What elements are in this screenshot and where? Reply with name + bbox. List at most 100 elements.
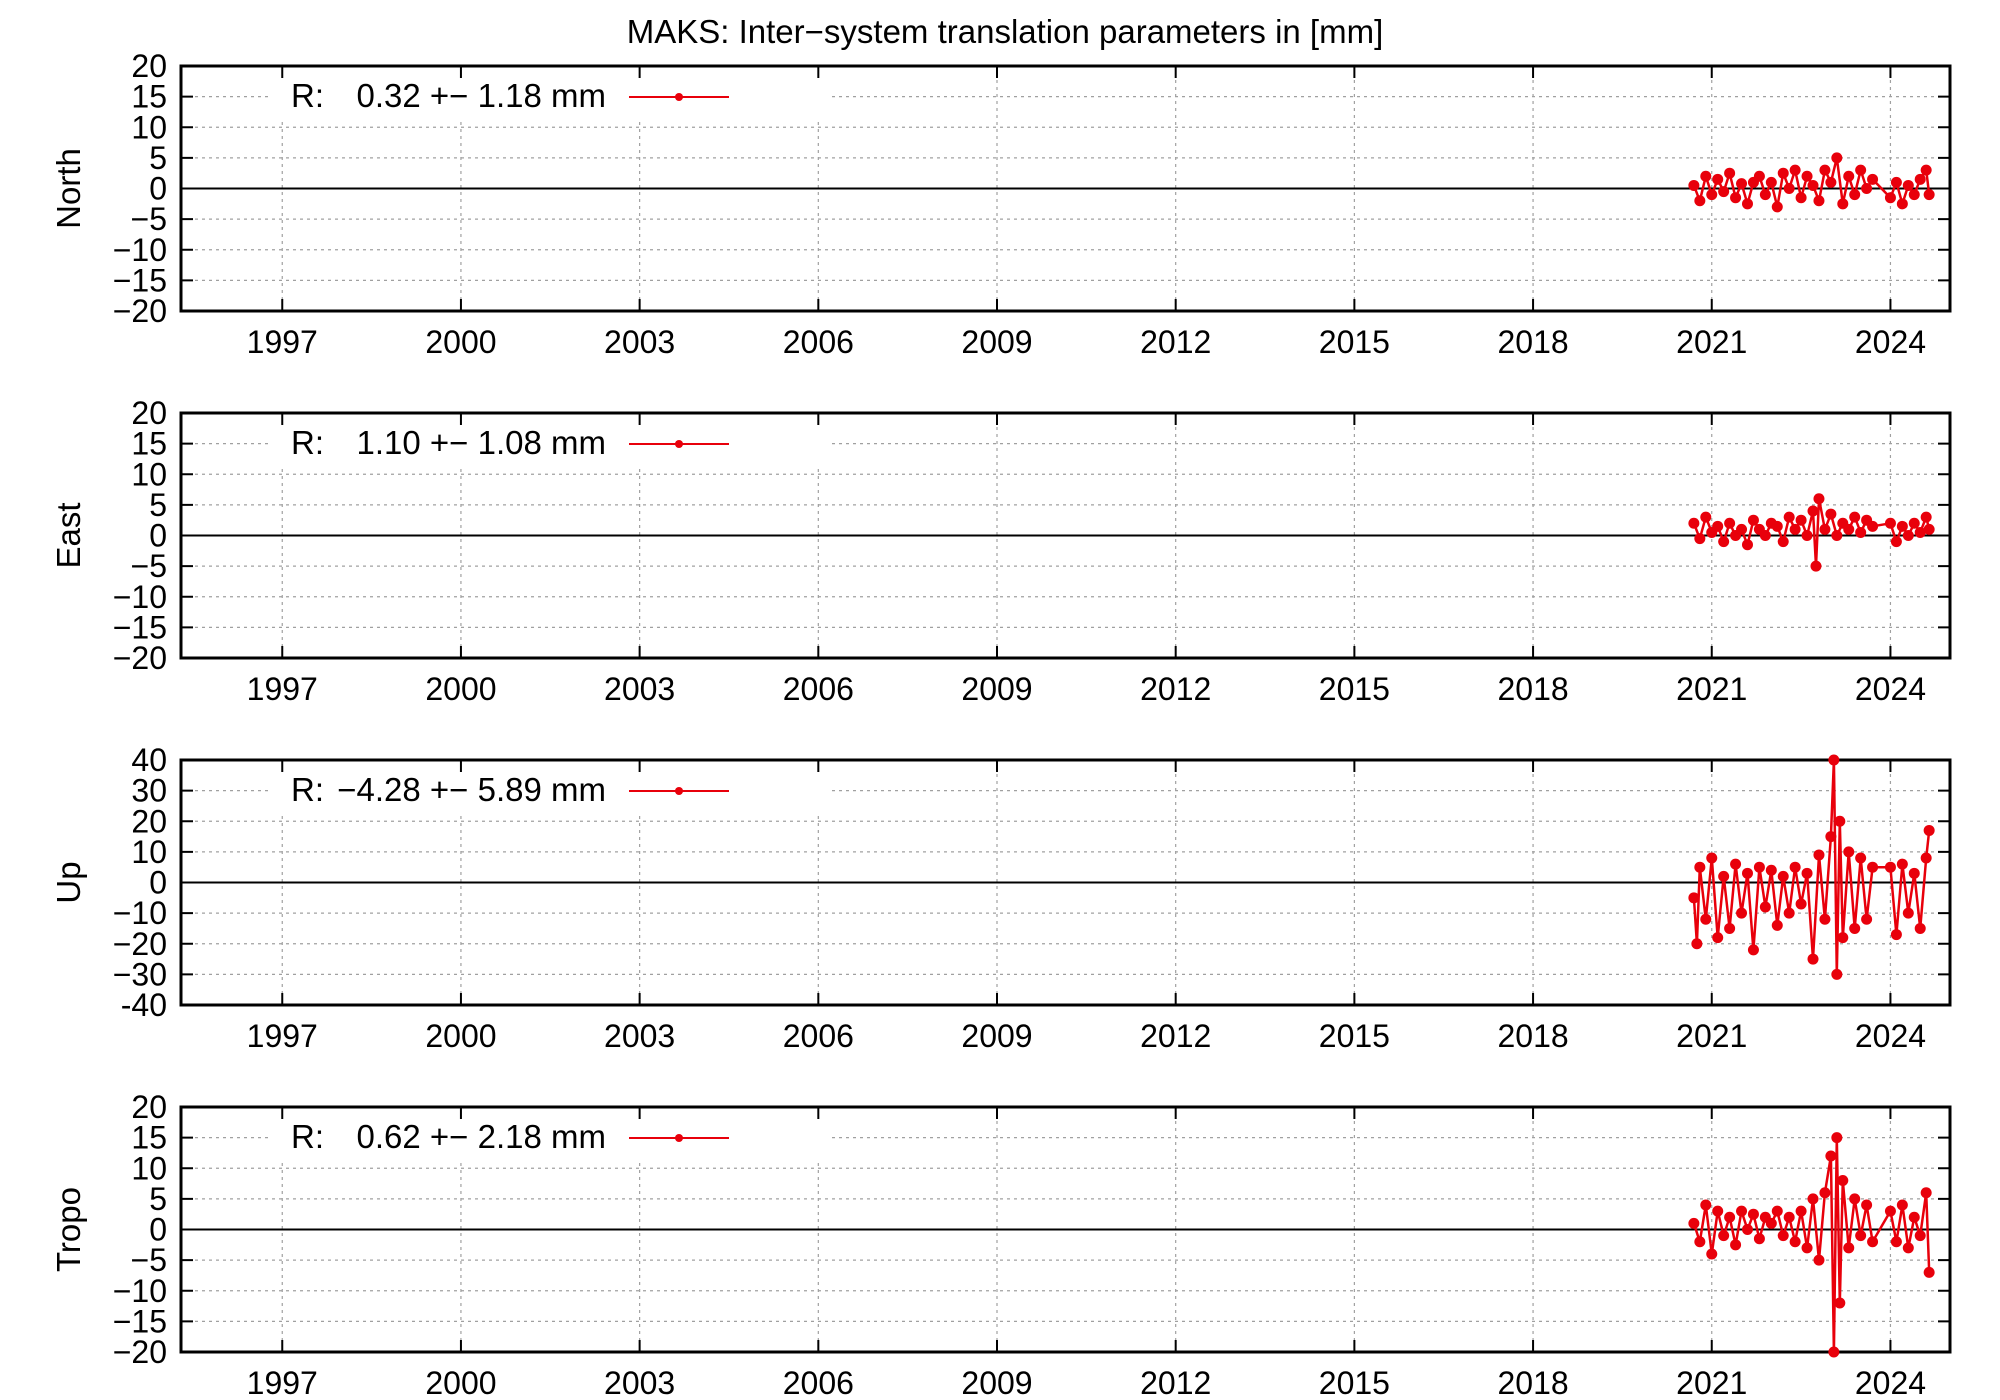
data-point bbox=[1819, 1187, 1831, 1199]
data-point bbox=[1795, 1205, 1807, 1217]
legend-stats: 0.32 +− 1.18 mm bbox=[357, 77, 606, 114]
x-tick-label: 2003 bbox=[604, 1365, 675, 1400]
chart-title: MAKS: Inter−system translation parameter… bbox=[627, 13, 1384, 50]
data-point bbox=[1831, 152, 1843, 164]
data-point bbox=[1837, 1175, 1849, 1186]
data-point bbox=[1813, 195, 1825, 207]
y-tick-label: 10 bbox=[131, 834, 167, 870]
data-point bbox=[1771, 201, 1783, 213]
x-tick-label: 2003 bbox=[604, 671, 675, 707]
data-point bbox=[1908, 1211, 1920, 1223]
data-point bbox=[1783, 1211, 1795, 1223]
data-point bbox=[1914, 173, 1926, 185]
data-point bbox=[1771, 1205, 1783, 1217]
x-tick-label: 2006 bbox=[783, 1018, 854, 1054]
series-line bbox=[1692, 758, 1931, 976]
data-point bbox=[1789, 523, 1801, 535]
y-tick-label: 5 bbox=[149, 140, 167, 176]
data-point bbox=[1801, 867, 1813, 879]
y-tick-label: −15 bbox=[113, 262, 167, 298]
data-point bbox=[1908, 189, 1920, 201]
data-point bbox=[1825, 1150, 1837, 1162]
data-point bbox=[1789, 164, 1801, 176]
data-point bbox=[1777, 1230, 1789, 1242]
data-point bbox=[1712, 932, 1724, 944]
x-tick-label: 2024 bbox=[1855, 324, 1926, 360]
y-tick-label: 15 bbox=[131, 1120, 167, 1156]
data-point bbox=[1828, 754, 1840, 766]
data-point bbox=[1753, 170, 1765, 182]
data-point bbox=[1884, 1205, 1896, 1217]
data-point bbox=[1706, 189, 1718, 201]
legend-marker-sample bbox=[675, 1134, 683, 1142]
data-point bbox=[1902, 907, 1914, 919]
data-point bbox=[1694, 861, 1706, 873]
y-tick-label: −15 bbox=[113, 609, 167, 645]
legend-prefix: R: bbox=[291, 77, 324, 114]
y-axis-label: Tropo bbox=[50, 1187, 87, 1272]
data-point bbox=[1694, 195, 1706, 207]
y-tick-label: 40 bbox=[131, 742, 167, 778]
x-tick-label: 2015 bbox=[1319, 1365, 1390, 1400]
data-point bbox=[1843, 523, 1855, 535]
data-point bbox=[1736, 907, 1748, 919]
data-point bbox=[1834, 1297, 1846, 1309]
y-axis-label: North bbox=[50, 148, 87, 229]
x-tick-label: 2000 bbox=[425, 1018, 496, 1054]
plot-panels: 1997 2000 2003 2006 2009 2012 2015 2018 2021 2024… bbox=[50, 48, 1952, 1400]
data-point bbox=[1890, 1236, 1902, 1248]
x-tick-label: 1997 bbox=[247, 671, 318, 707]
data-point bbox=[1867, 1236, 1879, 1248]
data-point bbox=[1896, 520, 1908, 532]
data-point bbox=[1831, 968, 1843, 980]
x-tick-label: 2021 bbox=[1676, 1365, 1747, 1400]
x-tick-label: 2021 bbox=[1676, 324, 1747, 360]
data-point bbox=[1736, 523, 1748, 535]
x-tick-label: 2000 bbox=[425, 671, 496, 707]
panel-north: 1997 2000 2003 2006 2009 2012 2015 2018 2021 2024… bbox=[50, 48, 1952, 360]
x-tick-label: 1997 bbox=[247, 324, 318, 360]
x-tick-label: 2009 bbox=[961, 324, 1032, 360]
data-point bbox=[1718, 1230, 1730, 1242]
data-point bbox=[1747, 514, 1759, 526]
data-point bbox=[1783, 511, 1795, 523]
data-point bbox=[1884, 192, 1896, 204]
data-point bbox=[1789, 861, 1801, 873]
legend-marker-sample bbox=[675, 440, 683, 448]
data-point bbox=[1902, 1242, 1914, 1254]
data-point bbox=[1923, 824, 1935, 836]
data-point bbox=[1861, 1199, 1873, 1211]
legend-background bbox=[271, 419, 831, 465]
data-point bbox=[1753, 1233, 1765, 1245]
data-point bbox=[1801, 530, 1813, 541]
y-tick-label: 30 bbox=[131, 773, 167, 809]
data-point bbox=[1765, 176, 1777, 188]
y-tick-label: -40 bbox=[121, 987, 167, 1023]
data-point bbox=[1789, 1236, 1801, 1248]
data-point bbox=[1896, 198, 1908, 210]
data-point bbox=[1771, 520, 1783, 532]
data-point bbox=[1884, 517, 1896, 529]
data-point bbox=[1831, 530, 1843, 541]
data-point bbox=[1843, 846, 1855, 858]
data-point bbox=[1849, 511, 1861, 523]
data-point bbox=[1700, 913, 1712, 925]
data-point bbox=[1861, 913, 1873, 925]
x-tick-label: 2009 bbox=[961, 1365, 1032, 1400]
data-point bbox=[1801, 1242, 1813, 1254]
data-point bbox=[1712, 173, 1724, 185]
panel-tropo: 1997 2000 2003 2006 2009 2012 2015 2018 2021 2024… bbox=[50, 1089, 1952, 1400]
data-point bbox=[1843, 1242, 1855, 1254]
x-tick-label: 2000 bbox=[425, 1365, 496, 1400]
legend-prefix: R: bbox=[291, 1118, 324, 1155]
data-point bbox=[1718, 870, 1730, 882]
data-point bbox=[1724, 517, 1736, 529]
data-point bbox=[1914, 1230, 1926, 1242]
data-point bbox=[1828, 1346, 1840, 1358]
legend-background bbox=[271, 72, 831, 118]
y-tick-label: −10 bbox=[113, 232, 167, 268]
data-point bbox=[1759, 189, 1771, 201]
data-point bbox=[1890, 176, 1902, 188]
x-tick-label: 2024 bbox=[1855, 1365, 1926, 1400]
data-point bbox=[1753, 861, 1765, 873]
